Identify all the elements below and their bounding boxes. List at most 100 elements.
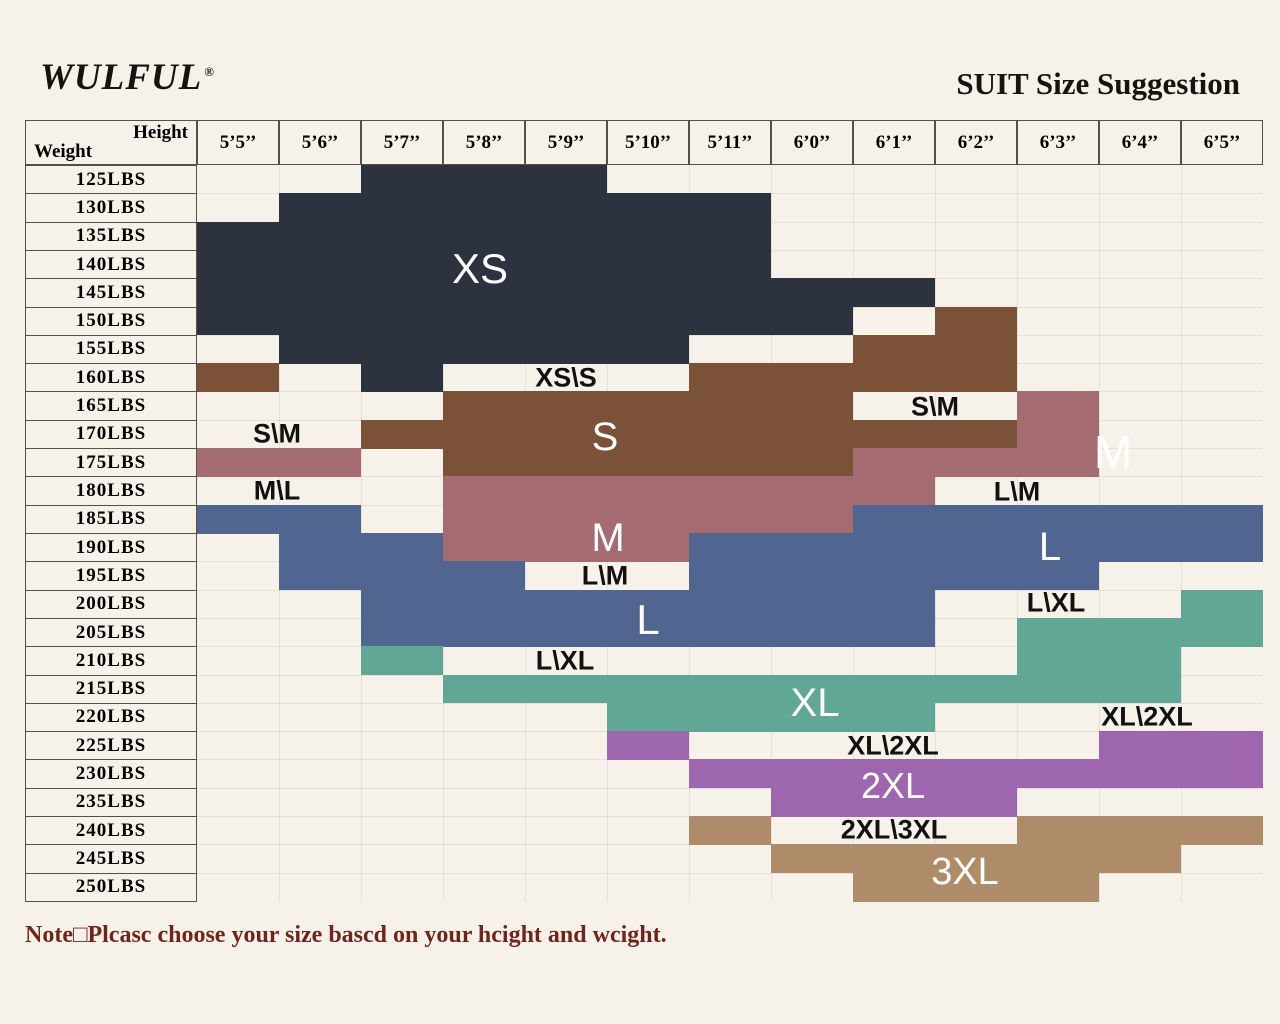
size-region-m [1017, 419, 1099, 449]
size-label: L [1038, 525, 1062, 569]
transition-label: XS\S [535, 362, 597, 393]
size-region-2xl [607, 731, 689, 761]
column-header: 6’0’’ [771, 120, 853, 165]
transition-label: S\M [252, 418, 302, 449]
transition-label: L\XL [1026, 587, 1086, 618]
size-label: XL [790, 681, 840, 725]
column-header: 6’5’’ [1181, 120, 1263, 165]
size-region-xs [279, 334, 689, 364]
size-region-xl [443, 674, 1181, 704]
row-header: 180LBS [25, 476, 197, 506]
row-header: 210LBS [25, 646, 197, 676]
column-header: 5’9’’ [525, 120, 607, 165]
size-chart: Height Weight 5’5’’ 5’6’’ 5’7’’ 5’8’’ 5’9’’ 5… [25, 120, 1263, 902]
size-region-l [689, 533, 1263, 562]
row-header: 190LBS [25, 533, 197, 563]
size-label: 3XL [931, 851, 999, 893]
height-axis-label: Height [133, 122, 188, 143]
size-region-2xl [771, 787, 1017, 817]
row-header: 145LBS [25, 278, 197, 308]
transition-label: M\L [253, 475, 301, 506]
row-header: 245LBS [25, 844, 197, 874]
size-region-s [443, 391, 853, 421]
size-region-m [443, 476, 935, 506]
column-header: 5’10’’ [607, 120, 689, 165]
size-region-xs [279, 193, 771, 223]
row-header: 215LBS [25, 674, 197, 704]
size-region-l [279, 533, 443, 562]
column-header: 6’1’’ [853, 120, 935, 165]
size-region-l [361, 589, 935, 619]
row-header: 225LBS [25, 731, 197, 761]
size-region-l [197, 504, 361, 534]
column-header: 5’6’’ [279, 120, 361, 165]
size-region-3xl [853, 872, 1099, 902]
column-header: 5’8’’ [443, 120, 525, 165]
size-region-3xl [689, 816, 771, 845]
row-header: 240LBS [25, 816, 197, 846]
row-header: 140LBS [25, 249, 197, 280]
row-header: 165LBS [25, 391, 197, 421]
size-region-xl [607, 702, 935, 732]
size-region-l [279, 561, 525, 591]
size-region-m [197, 448, 361, 477]
size-label: 2XL [860, 765, 926, 806]
row-header: 230LBS [25, 759, 197, 789]
size-region-m [853, 448, 1099, 477]
size-region-l [361, 617, 935, 647]
column-header: 6’4’’ [1099, 120, 1181, 165]
size-region-s [443, 448, 853, 477]
size-region-m [443, 504, 853, 534]
registered-mark-icon: ® [204, 63, 215, 79]
size-region-xs [197, 278, 935, 308]
size-label: M [591, 516, 625, 560]
column-header: 5’7’’ [361, 120, 443, 165]
row-header: 135LBS [25, 221, 197, 251]
size-region-s [853, 334, 1017, 364]
weight-axis-label: Weight [34, 141, 93, 162]
brand-logo: WULFUL ® [40, 56, 215, 99]
size-region-m [1017, 391, 1099, 421]
size-region-s [361, 419, 1017, 449]
column-header: 5’5’’ [197, 120, 279, 165]
size-region-l [853, 504, 1263, 534]
brand-name: WULFUL [40, 57, 203, 98]
size-region-xl [1017, 617, 1263, 647]
row-header: 195LBS [25, 561, 197, 591]
transition-label: S\M [910, 391, 960, 422]
transition-label: XL\2XL [1101, 701, 1193, 732]
size-region-xl [361, 646, 443, 676]
column-header: 5’11’’ [689, 120, 771, 165]
row-header: 185LBS [25, 504, 197, 534]
size-region-xs [197, 306, 853, 336]
row-header: 160LBS [25, 363, 197, 393]
size-region-s [935, 306, 1017, 336]
row-header: 175LBS [25, 448, 197, 478]
transition-label: XL\2XL [847, 730, 939, 761]
size-region-m [443, 533, 689, 562]
row-header: 220LBS [25, 702, 197, 733]
note-text: Note□Plcasc choose your size bascd on yo… [25, 922, 667, 948]
row-header: 200LBS [25, 589, 197, 619]
row-header: 150LBS [25, 306, 197, 336]
size-region-l [689, 561, 1099, 591]
size-region-2xl [1099, 731, 1263, 761]
transition-label: L\M [993, 476, 1041, 507]
row-header: 125LBS [25, 165, 197, 195]
size-region-xs [197, 249, 771, 279]
size-region-3xl [1017, 816, 1263, 845]
gridline [197, 872, 1263, 874]
size-region-3xl [771, 844, 1181, 874]
row-header: 155LBS [25, 334, 197, 365]
size-label: M [1093, 426, 1133, 478]
size-region-2xl [689, 759, 1263, 789]
size-region-xs [197, 221, 771, 251]
page-title: SUIT Size Suggestion [956, 66, 1240, 101]
transition-label: L\M [581, 560, 629, 591]
size-region-xl [1181, 589, 1263, 619]
row-header: 205LBS [25, 617, 197, 648]
size-label: XS [451, 245, 509, 292]
row-header: 235LBS [25, 787, 197, 818]
column-header: 6’2’’ [935, 120, 1017, 165]
